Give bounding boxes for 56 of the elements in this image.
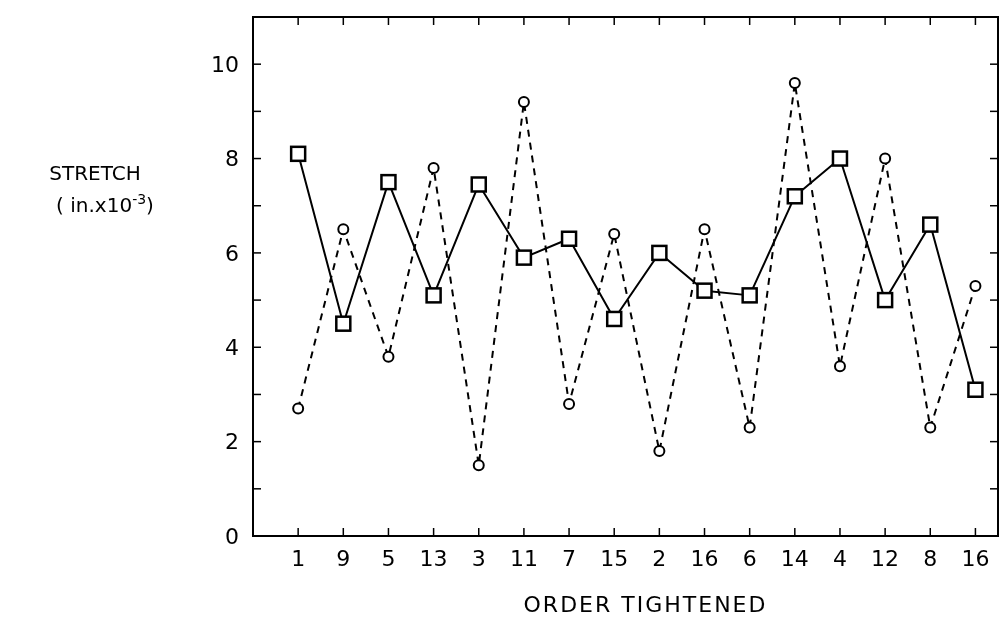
point xyxy=(741,287,758,304)
point xyxy=(563,397,576,410)
point xyxy=(653,445,666,458)
point xyxy=(337,223,350,236)
point xyxy=(608,228,621,241)
point xyxy=(876,291,894,309)
x-tick-label: 9 xyxy=(336,546,351,571)
y-tick-label: 6 xyxy=(225,240,239,266)
point xyxy=(967,381,984,398)
point xyxy=(292,402,305,415)
x-tick-label: 2 xyxy=(652,546,667,571)
point xyxy=(788,77,801,90)
point xyxy=(786,188,804,205)
point xyxy=(969,279,982,292)
x-tick-label: 16 xyxy=(690,546,719,571)
point xyxy=(382,350,395,363)
point xyxy=(922,216,939,233)
x-axis-title: ORDER TIGHTENED xyxy=(523,592,768,617)
point xyxy=(289,145,307,163)
point xyxy=(743,421,756,434)
x-tick-label: 11 xyxy=(509,546,538,571)
x-tick-label: 7 xyxy=(562,546,577,571)
point xyxy=(605,310,623,328)
y-tick-label: 10 xyxy=(211,51,239,77)
point xyxy=(924,421,937,434)
point xyxy=(427,161,440,174)
point xyxy=(833,360,846,373)
y-tick-label: 4 xyxy=(225,334,239,360)
point xyxy=(651,244,668,262)
x-tick-label: 4 xyxy=(832,546,847,571)
x-tick-label: 14 xyxy=(780,546,809,571)
point xyxy=(831,150,849,167)
x-tick-label: 3 xyxy=(471,546,486,571)
point xyxy=(696,282,713,299)
x-tick-label: 1 xyxy=(291,546,306,571)
x-tick-label: 15 xyxy=(600,546,629,571)
x-tick-label: 12 xyxy=(871,546,900,571)
point xyxy=(515,249,533,266)
y-tick-label: 0 xyxy=(225,523,239,549)
point xyxy=(472,459,485,472)
x-tick-label: 5 xyxy=(381,546,396,571)
x-tick-label: 16 xyxy=(961,546,990,571)
x-tick-label: 8 xyxy=(923,546,938,571)
y-tick-label: 2 xyxy=(225,429,239,455)
point xyxy=(517,95,530,108)
x-tick-label: 13 xyxy=(419,546,448,571)
y-tick-label: 8 xyxy=(225,146,239,172)
y-axis-title: STRETCH ( in.x10$^{-3}$) xyxy=(49,161,154,217)
point xyxy=(380,173,397,191)
point xyxy=(879,152,892,165)
point xyxy=(698,223,711,236)
point xyxy=(560,230,578,248)
point xyxy=(335,315,352,332)
x-tick-label: 6 xyxy=(742,546,757,571)
point xyxy=(470,176,488,193)
point xyxy=(425,287,442,304)
